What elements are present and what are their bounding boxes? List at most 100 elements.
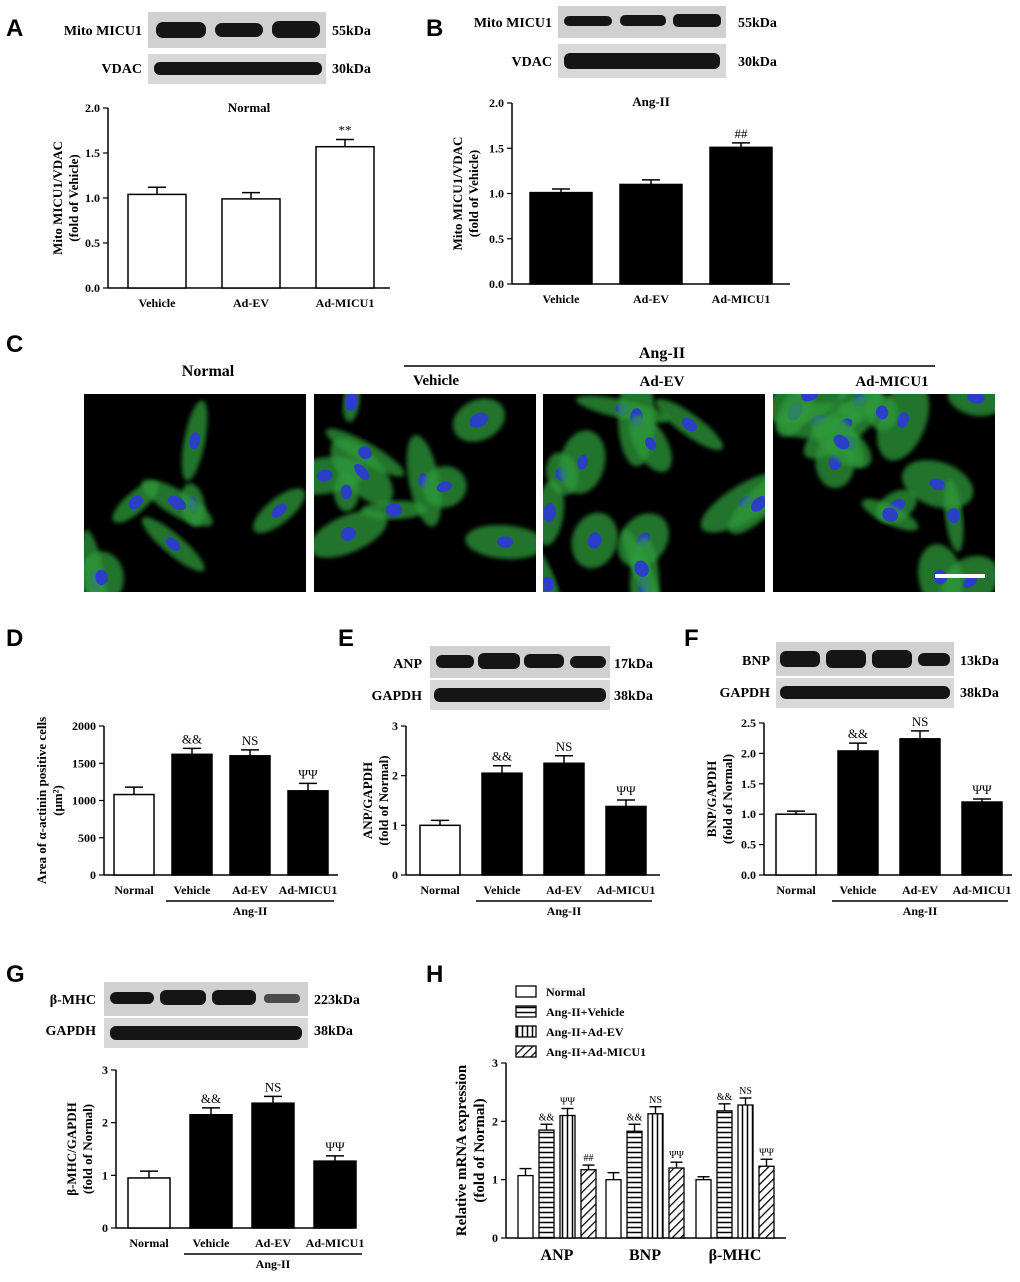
blot-label: BNP: [742, 654, 770, 669]
cell-nucleus: [543, 503, 556, 523]
y-tick-label: 1.5: [489, 141, 504, 155]
chart-title: Ang-II: [632, 94, 670, 109]
x-tick-label: Ad-MICU1: [597, 883, 656, 897]
cell-nucleus: [165, 537, 181, 551]
significance-label: &&: [848, 726, 868, 741]
group-label: Ang-II: [547, 904, 582, 918]
cell-nucleus: [751, 496, 765, 512]
cell-nucleus: [929, 478, 946, 491]
x-tick-label: Ad-EV: [255, 1236, 291, 1250]
significance-label: &&: [201, 1091, 221, 1106]
panel-c-normal-label: Normal: [182, 363, 235, 380]
chart-a: 0.0 0.5 1.0 1.5 2.0 Vehicle Ad-EV ** Ad-MICU1 Nor…: [50, 100, 390, 310]
blot-label: VDAC: [512, 55, 552, 70]
panel-b-blot: Mito MICU1 55kDa VDAC 30kDa: [474, 6, 777, 78]
cell-nucleus: [967, 394, 985, 404]
y-tick-label: 2.0: [741, 746, 756, 760]
bar: [529, 191, 593, 285]
bar: [113, 793, 155, 876]
x-tick-label: Ad-MICU1: [953, 883, 1012, 897]
y-tick-label: 3: [492, 1056, 498, 1070]
x-tick-label: Normal: [420, 883, 460, 897]
y-axis-label: (fold of Normal): [720, 754, 735, 844]
blot-size: 13kDa: [960, 654, 999, 669]
significance-label: ΨΨ: [616, 783, 636, 798]
cell-nucleus: [316, 469, 333, 482]
x-tick-label: Vehicle: [139, 296, 177, 310]
y-tick-label: 1.0: [489, 187, 504, 201]
bar: [899, 738, 941, 876]
cell-nucleus: [962, 575, 978, 589]
y-tick-label: 500: [78, 831, 96, 845]
significance-label: NS: [912, 714, 929, 729]
panel-a-blot: Mito MICU1 55kDa VDAC 30kDa: [64, 12, 371, 84]
bar: [221, 198, 281, 289]
y-tick-label: 2: [392, 769, 398, 783]
y-tick-label: 1.0: [85, 191, 100, 205]
y-tick-label: 1500: [72, 756, 96, 770]
chart-h: 0 1 2 3 && ΨΨ ## ANP && NS ΨΨ BNP && NS ΨΨ β-MHC Relativ…: [454, 985, 786, 1264]
bar: [127, 1177, 171, 1229]
x-tick-label: Ad-MICU1: [279, 883, 338, 897]
cell-nucleus: [340, 484, 353, 500]
bar: [189, 1114, 233, 1229]
y-tick-label: 2: [492, 1114, 498, 1128]
significance-label: ΨΨ: [972, 782, 992, 797]
y-tick-label: 2.0: [489, 96, 504, 110]
y-tick-label: 0.5: [85, 236, 100, 250]
cell-nucleus: [344, 394, 359, 411]
y-axis-label: Area of α-actinin positive cells: [34, 717, 49, 884]
legend-swatch: [515, 1005, 537, 1018]
x-tick-label: Ad-MICU1: [306, 1236, 365, 1250]
significance-label: NS: [265, 1079, 282, 1094]
cell-nucleus: [833, 434, 850, 450]
micrograph-ad-micu1: [773, 394, 995, 592]
bar: [758, 1165, 775, 1239]
y-tick-label: 0.0: [741, 868, 756, 882]
y-tick-label: 2000: [72, 719, 96, 733]
bar: [559, 1114, 576, 1239]
micrograph-vehicle: [314, 394, 536, 592]
bar: [737, 1104, 754, 1239]
y-tick-label: 0: [392, 868, 398, 882]
x-tick-label: Ad-EV: [232, 883, 268, 897]
y-axis-label: (fold of Normal): [376, 755, 391, 845]
significance-label: ΨΨ: [759, 1147, 774, 1158]
blot-label: GAPDH: [45, 1024, 96, 1039]
bar: [775, 813, 817, 876]
x-tick-label: Vehicle: [193, 1236, 231, 1250]
y-axis-label: Mito MICU1/VDAC: [50, 141, 65, 255]
legend-label: Normal: [546, 985, 586, 999]
cell-nucleus: [882, 507, 898, 522]
significance-label: &&: [492, 749, 512, 764]
x-tick-label: Ad-EV: [902, 883, 938, 897]
significance-label: ##: [735, 126, 749, 141]
x-tick-label: Normal: [776, 883, 816, 897]
bar: [961, 801, 1003, 876]
cell-nucleus: [128, 495, 143, 510]
bar: [580, 1169, 597, 1239]
significance-label: **: [339, 123, 352, 138]
y-tick-label: 2: [102, 1116, 108, 1130]
cell-nucleus: [634, 560, 649, 577]
y-tick-label: 0.5: [489, 232, 504, 246]
cell-nucleus: [875, 405, 889, 420]
bar: [619, 183, 683, 285]
x-tick-label: ANP: [541, 1247, 574, 1264]
cell-nucleus: [189, 432, 201, 449]
y-tick-label: 1: [392, 818, 398, 832]
x-tick-label: Ad-EV: [233, 296, 269, 310]
significance-label: NS: [242, 733, 259, 748]
blot-size: 17kDa: [614, 657, 653, 672]
y-axis-label: (fold of Normal): [80, 1104, 95, 1194]
cell-nucleus: [385, 503, 403, 517]
significance-label: &&: [539, 1112, 555, 1123]
chart-e: 0 1 2 3 Normal && Vehicle NS Ad-EV ΨΨ Ad-MICU1 ANP/…: [360, 719, 660, 918]
bar: [313, 1160, 357, 1229]
bar: [647, 1113, 664, 1239]
y-tick-label: 2.0: [85, 101, 100, 115]
y-tick-label: 1: [492, 1173, 498, 1187]
blot-label: GAPDH: [719, 686, 770, 701]
y-tick-label: 3: [102, 1063, 108, 1077]
blot-size: 38kDa: [614, 689, 653, 704]
